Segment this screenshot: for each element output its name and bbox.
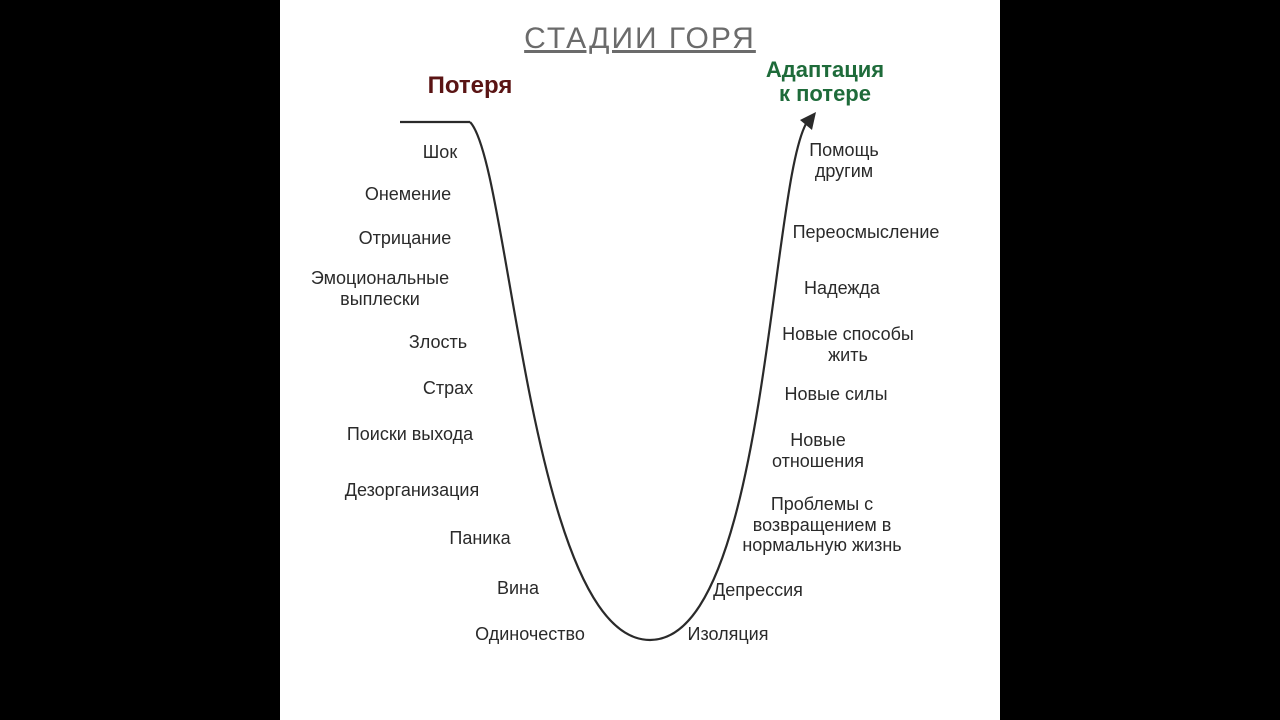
diagram-canvas: СТАДИИ ГОРЯ Потеря Адаптация к потере Шо… [280, 0, 1000, 720]
stage-label: Онемение [365, 184, 451, 205]
stage-label: Депрессия [713, 580, 803, 601]
stage-label: Дезорганизация [345, 480, 479, 501]
stage-label: Изоляция [688, 624, 769, 645]
stage-label: Паника [449, 528, 510, 549]
stage-label: Шок [423, 142, 457, 163]
stage-label: Надежда [804, 278, 880, 299]
stage-label: Новые силы [784, 384, 887, 405]
stage-label: Проблемы с возвращением в нормальную жиз… [742, 494, 901, 556]
right-black-bar [1000, 0, 1280, 720]
stage-label: Новые способы жить [782, 324, 914, 365]
stage-label: Новые отношения [772, 430, 864, 471]
stage-label: Помощь другим [809, 140, 879, 181]
left-black-bar [0, 0, 280, 720]
stage-label: Поиски выхода [347, 424, 473, 445]
stage-label: Страх [423, 378, 473, 399]
frame: СТАДИИ ГОРЯ Потеря Адаптация к потере Шо… [0, 0, 1280, 720]
stage-label: Отрицание [359, 228, 452, 249]
stage-label: Переосмысление [793, 222, 940, 243]
stage-label: Злость [409, 332, 467, 353]
stage-label: Одиночество [475, 624, 585, 645]
stage-label: Эмоциональные выплески [311, 268, 449, 309]
stage-label: Вина [497, 578, 539, 599]
